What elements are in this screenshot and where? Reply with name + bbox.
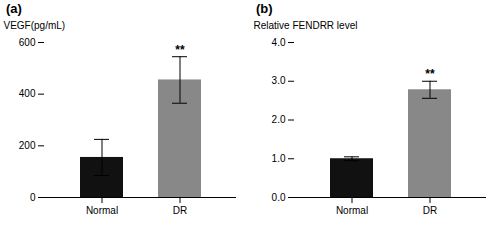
svg-text:2.0: 2.0 — [272, 114, 286, 125]
svg-text:Normal: Normal — [336, 205, 368, 216]
svg-text:1.0: 1.0 — [272, 153, 286, 164]
html-text:(b): (b) — [256, 1, 273, 16]
svg-text:0.0: 0.0 — [272, 192, 286, 203]
svg-text:**: ** — [425, 67, 435, 81]
svg-text:Relative FENDRR level: Relative FENDRR level — [254, 20, 358, 31]
svg-text:4.0: 4.0 — [272, 37, 286, 48]
svg-text:400: 400 — [19, 88, 36, 99]
svg-text:DR: DR — [173, 205, 187, 216]
svg-text:200: 200 — [19, 140, 36, 151]
svg-text:DR: DR — [423, 205, 437, 216]
svg-text:**: ** — [175, 43, 185, 57]
svg-text:VEGF(pg/mL): VEGF(pg/mL) — [4, 20, 66, 31]
svg-text:3.0: 3.0 — [272, 75, 286, 86]
svg-text:0: 0 — [30, 192, 36, 203]
svg-text:600: 600 — [19, 37, 36, 48]
html-text:(a): (a) — [6, 1, 22, 16]
svg-text:Normal: Normal — [86, 205, 118, 216]
